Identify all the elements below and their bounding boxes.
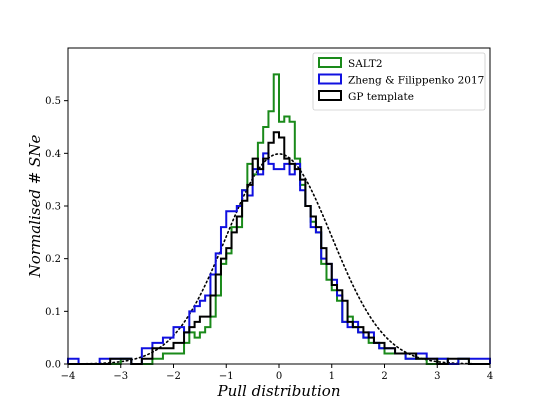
histogram-bin-zheng-filippenko-2017 — [279, 169, 284, 364]
histogram-bin-gp-template — [152, 348, 163, 364]
histogram-bin-salt2 — [385, 353, 396, 364]
x-tick-label: 4 — [487, 371, 493, 382]
x-tick-label: −1 — [219, 371, 234, 382]
histogram-bin-gp-template — [284, 159, 289, 364]
legend-label-gp-template: GP template — [348, 91, 414, 103]
legend-swatch-zheng-filippenko — [318, 73, 342, 85]
histogram-bin-zheng-filippenko-2017 — [305, 206, 310, 364]
legend-label-zheng-filippenko: Zheng & Filippenko 2017 — [348, 75, 484, 87]
reference-normal-curve — [67, 153, 491, 365]
histogram-bin-zheng-filippenko-2017 — [311, 227, 316, 364]
legend: SALT2 Zheng & Filippenko 2017 GP templat… — [312, 52, 486, 111]
y-tick-label: 0.2 — [45, 254, 61, 265]
y-tick-label: 0.0 — [45, 360, 61, 371]
x-tick-label: 1 — [329, 371, 335, 382]
histogram-bin-zheng-filippenko-2017 — [342, 322, 347, 364]
histogram-bin-gp-template — [311, 217, 316, 364]
x-tick-label: 2 — [381, 371, 387, 382]
x-tick-label: −2 — [166, 371, 181, 382]
histogram-bin-zheng-filippenko-2017 — [295, 164, 300, 364]
histogram-bin-salt2 — [237, 227, 242, 364]
histogram-bin-gp-template — [385, 348, 396, 364]
histogram-bin-salt2 — [342, 322, 347, 364]
histogram-bin-zheng-filippenko-2017 — [268, 164, 273, 364]
histogram-bin-gp-template — [290, 164, 295, 364]
x-tick-label: 0 — [276, 371, 282, 382]
histogram-bin-zheng-filippenko-2017 — [253, 169, 258, 364]
histogram-bin-gp-template — [200, 317, 205, 364]
histogram-bin-zheng-filippenko-2017 — [300, 190, 305, 364]
histogram-bin-zheng-filippenko-2017 — [395, 353, 406, 364]
histogram-bin-zheng-filippenko-2017 — [258, 174, 263, 364]
plot-area — [67, 73, 491, 365]
histogram-bin-gp-template — [163, 348, 174, 364]
histogram-bin-zheng-filippenko-2017 — [274, 169, 279, 364]
histogram-bin-gp-template — [300, 180, 305, 364]
histogram-bin-salt2 — [226, 253, 231, 364]
histogram-bin-gp-template — [279, 138, 284, 364]
histogram-bin-gp-template — [263, 159, 268, 364]
histogram-bin-gp-template — [226, 248, 231, 364]
histogram-bin-zheng-filippenko-2017 — [284, 164, 289, 364]
y-axis-label: Normalised # SNe — [26, 135, 44, 279]
legend-swatch-salt2 — [318, 57, 342, 68]
histogram-bin-salt2 — [305, 206, 310, 364]
histogram-bin-zheng-filippenko-2017 — [348, 327, 353, 364]
histogram-bin-zheng-filippenko-2017 — [263, 153, 268, 364]
series-salt2 — [68, 73, 490, 365]
histogram-bin-gp-template — [268, 143, 273, 364]
histogram-bin-gp-template — [237, 217, 242, 364]
x-tick-label: −4 — [61, 371, 76, 382]
histogram-bin-salt2 — [300, 185, 305, 364]
histogram-bin-gp-template — [258, 169, 263, 364]
histogram-bin-gp-template — [348, 322, 353, 364]
histogram-bin-salt2 — [369, 343, 374, 364]
histogram-bin-salt2 — [163, 353, 174, 364]
histogram-outline-zheng-filippenko-2017 — [67, 152, 491, 365]
histogram-bin-gp-template — [195, 322, 200, 364]
histogram-bin-salt2 — [258, 143, 263, 364]
histogram-bin-zheng-filippenko-2017 — [290, 174, 295, 364]
histogram-bin-gp-template — [305, 206, 310, 364]
y-tick-label: 0.5 — [45, 96, 61, 107]
histogram-bin-zheng-filippenko-2017 — [152, 343, 163, 364]
histogram-bin-zheng-filippenko-2017 — [247, 195, 252, 364]
histogram-outline-gp-template — [68, 131, 490, 365]
histogram-bin-gp-template — [295, 169, 300, 364]
x-tick-label: −3 — [113, 371, 128, 382]
histogram-bin-salt2 — [395, 353, 406, 364]
histogram-bin-gp-template — [247, 185, 252, 364]
histogram-bin-salt2 — [179, 353, 184, 364]
histogram-bin-salt2 — [311, 222, 316, 364]
series-gp-template — [68, 131, 490, 365]
x-tick-label: 3 — [434, 371, 440, 382]
histogram-bin-zheng-filippenko-2017 — [385, 348, 396, 364]
histogram-bin-salt2 — [326, 280, 331, 364]
x-axis-label: Pull distribution — [217, 382, 341, 400]
y-tick-label: 0.1 — [45, 307, 61, 318]
histogram-bin-salt2 — [195, 338, 200, 364]
legend-label-salt2: SALT2 — [348, 58, 383, 70]
series-zheng-filippenko-2017 — [67, 152, 491, 365]
axis-ticks: −4 −3 −2 −1 0 1 2 3 4 0.0 0.1 0.2 0.3 0.4 0.5 — [45, 96, 493, 382]
histogram-bin-gp-template — [395, 353, 406, 364]
y-tick-label: 0.4 — [45, 149, 61, 160]
legend-swatch-gp-template — [318, 90, 342, 101]
histogram-bin-salt2 — [253, 174, 258, 364]
histogram-bin-salt2 — [174, 353, 179, 364]
y-tick-label: 0.3 — [45, 202, 61, 213]
histogram-outline-salt2 — [68, 73, 490, 365]
legend-box — [312, 52, 486, 111]
